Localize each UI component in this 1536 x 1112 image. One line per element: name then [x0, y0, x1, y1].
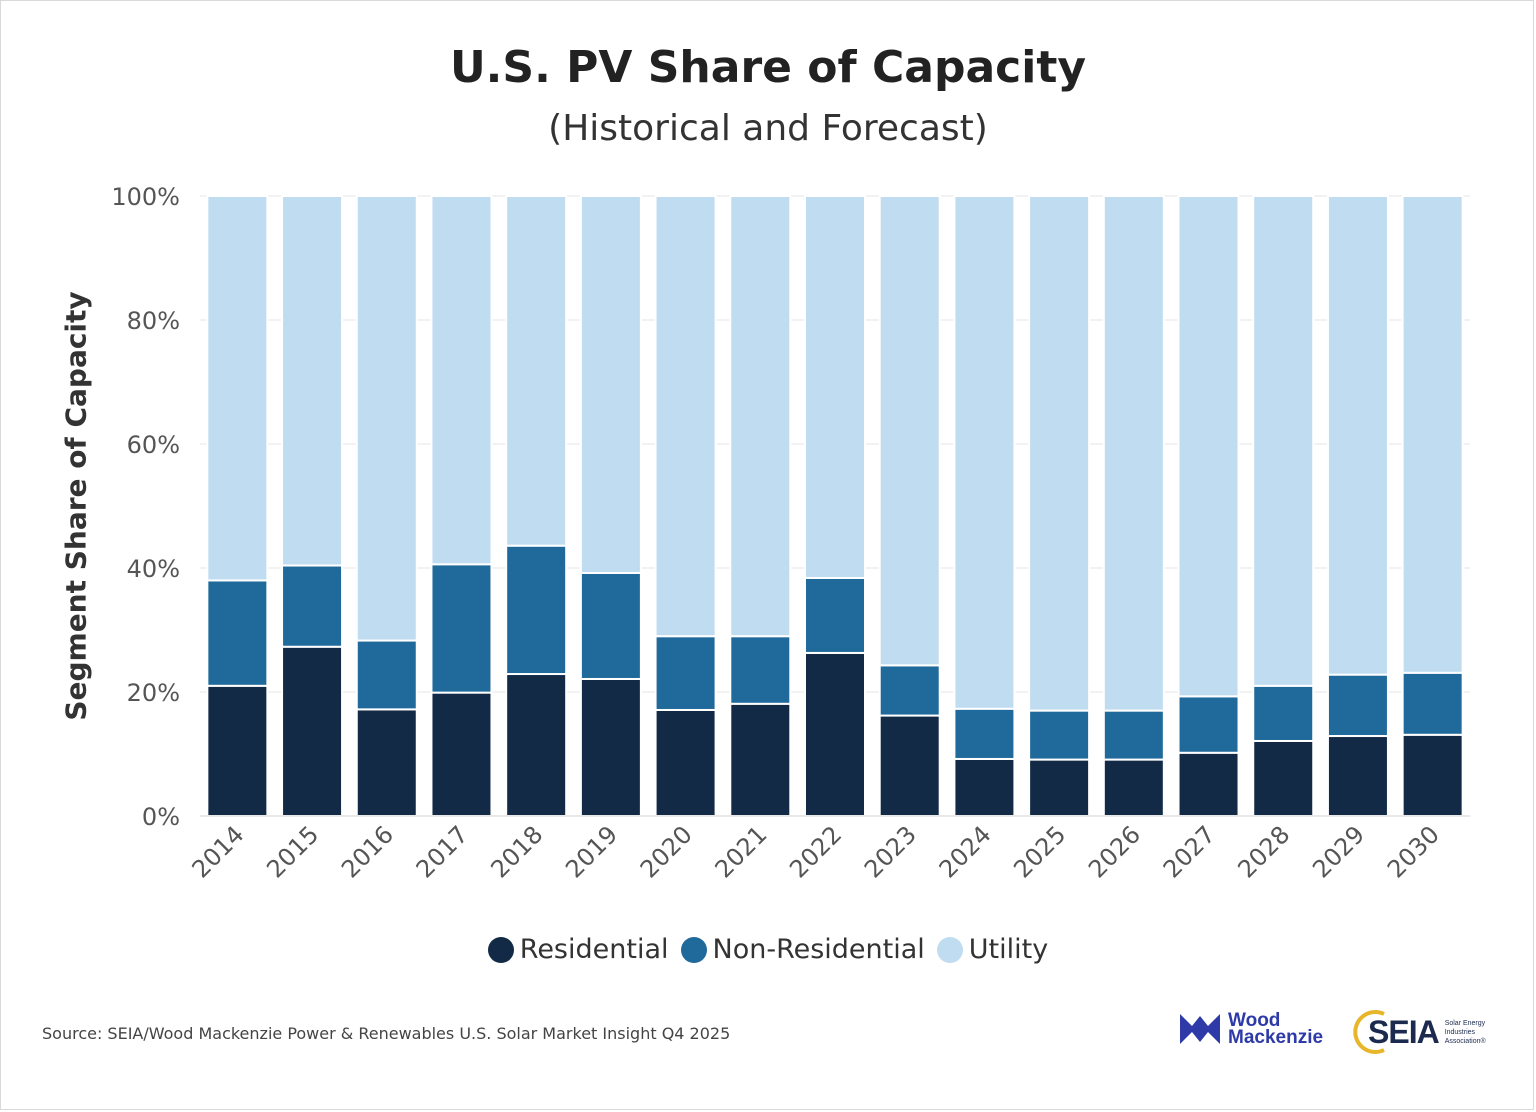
bar-segment-utility-2023 — [878, 195, 941, 667]
wood-mackenzie-logo: Wood Mackenzie — [1180, 1010, 1324, 1048]
bar-segment-utility-2020 — [654, 195, 717, 638]
legend-label-utility: Utility — [968, 934, 1049, 965]
x-tick-label: 2030 — [1382, 820, 1445, 883]
bar-segment-utility-2024 — [953, 195, 1016, 710]
x-tick-label: 2027 — [1158, 820, 1221, 883]
bar-segment-residential-2025 — [1028, 758, 1091, 818]
bar-segment-non-residential-2014 — [206, 579, 269, 687]
bar-segment-residential-2023 — [878, 714, 941, 817]
bar-segment-utility-2030 — [1401, 195, 1464, 674]
bar-segment-residential-2022 — [804, 651, 866, 817]
x-tick-label: 2016 — [336, 820, 399, 883]
bar-segment-non-residential-2030 — [1401, 671, 1464, 736]
x-tick-label: 2025 — [1008, 820, 1071, 883]
bar-segment-non-residential-2015 — [281, 564, 344, 648]
bar-segment-non-residential-2022 — [804, 576, 866, 654]
bar-segment-non-residential-2016 — [355, 639, 418, 711]
x-tick-label: 2020 — [635, 820, 698, 883]
legend-label-residential: Residential — [519, 934, 669, 965]
bar-segment-non-residential-2021 — [729, 635, 792, 705]
legend: Residential Non-Residential Utility — [0, 934, 1536, 965]
x-tick-label: 2018 — [485, 820, 548, 883]
seia-wordmark: SEIA — [1368, 1013, 1440, 1050]
chart-subtitle: (Historical and Forecast) — [548, 108, 988, 149]
bar-segment-non-residential-2019 — [579, 571, 642, 680]
y-tick-label: 60% — [127, 431, 180, 459]
x-tick-label: 2019 — [560, 820, 623, 883]
legend-label-non-residential: Non-Residential — [712, 934, 925, 965]
x-tick-label: 2026 — [1083, 820, 1146, 883]
source-note: Source: SEIA/Wood Mackenzie Power & Rene… — [42, 1024, 731, 1043]
bar-segment-residential-2018 — [505, 673, 568, 818]
legend-item-non-residential: Non-Residential — [680, 934, 925, 965]
legend-item-utility: Utility — [936, 934, 1049, 965]
x-tick-label: 2023 — [859, 820, 922, 883]
wood-mackenzie-mark-icon — [1180, 1014, 1220, 1044]
bar-segment-non-residential-2024 — [953, 707, 1016, 760]
bar-segment-residential-2016 — [355, 708, 418, 817]
bar-segment-utility-2026 — [1102, 195, 1165, 712]
bar-segment-residential-2027 — [1177, 751, 1240, 818]
bar-segment-utility-2022 — [804, 195, 866, 579]
bar-segment-residential-2026 — [1102, 758, 1165, 818]
y-tick-label: 40% — [127, 555, 180, 583]
bar-segment-utility-2028 — [1252, 195, 1315, 687]
bar-segment-utility-2019 — [579, 195, 642, 574]
bar-segment-utility-2029 — [1326, 195, 1389, 676]
bar-segment-residential-2028 — [1252, 739, 1315, 817]
chart-title: U.S. PV Share of Capacity — [449, 42, 1087, 93]
bar-segment-non-residential-2018 — [505, 544, 568, 676]
y-tick-label: 80% — [127, 307, 180, 335]
bar-segment-non-residential-2029 — [1326, 673, 1389, 738]
bar-segment-utility-2018 — [505, 195, 568, 547]
bar-segment-utility-2025 — [1028, 195, 1091, 712]
bar-segment-non-residential-2020 — [654, 635, 717, 711]
bar-segment-residential-2029 — [1326, 735, 1389, 818]
bar-segment-non-residential-2026 — [1102, 709, 1165, 761]
bar-segment-utility-2021 — [729, 195, 792, 638]
bar-segment-residential-2017 — [430, 691, 493, 817]
bar-segment-residential-2021 — [729, 702, 792, 818]
x-tick-label: 2017 — [411, 820, 474, 883]
bar-segment-utility-2016 — [355, 195, 418, 642]
legend-swatch-residential — [487, 936, 514, 963]
y-tick-label: 100% — [111, 183, 180, 211]
bar-segment-residential-2024 — [953, 757, 1016, 818]
bar-segment-residential-2019 — [579, 677, 642, 817]
bars — [206, 195, 1464, 818]
seia-tagline: Solar Energy Industries Association® — [1444, 1019, 1486, 1045]
x-tick-label: 2029 — [1307, 820, 1370, 883]
x-tick-label: 2021 — [710, 820, 773, 883]
x-tick-label: 2015 — [261, 820, 324, 883]
bar-segment-non-residential-2027 — [1177, 695, 1240, 754]
y-tick-label: 20% — [127, 679, 180, 707]
bar-segment-residential-2030 — [1401, 733, 1464, 818]
bar-segment-residential-2020 — [654, 708, 717, 817]
wood-mackenzie-line2: Mackenzie — [1228, 1027, 1324, 1048]
bar-segment-non-residential-2023 — [878, 664, 941, 717]
x-tick-label: 2024 — [934, 820, 997, 883]
bar-segment-non-residential-2025 — [1028, 709, 1091, 761]
x-tick-label: 2014 — [187, 820, 250, 883]
x-tick-label: 2022 — [784, 820, 847, 883]
legend-item-residential: Residential — [487, 934, 669, 965]
bar-segment-non-residential-2017 — [430, 563, 493, 694]
bar-segment-residential-2014 — [206, 684, 269, 817]
x-tick-label: 2028 — [1232, 820, 1295, 883]
wood-mackenzie-line1: Wood — [1228, 1010, 1281, 1031]
y-tick-label: 0% — [142, 803, 180, 831]
bar-segment-utility-2014 — [206, 195, 269, 582]
bar-segment-non-residential-2028 — [1252, 684, 1315, 742]
bar-segment-utility-2027 — [1177, 195, 1240, 698]
legend-swatch-utility — [936, 936, 963, 963]
seia-logo: SEIA Solar Energy Industries Association… — [1350, 1010, 1495, 1054]
legend-swatch-non-residential — [680, 936, 707, 963]
bar-segment-residential-2015 — [281, 645, 344, 817]
bar-segment-utility-2015 — [281, 195, 344, 567]
bar-segment-utility-2017 — [430, 195, 493, 566]
seia-sun-arc-icon — [1353, 1010, 1385, 1054]
